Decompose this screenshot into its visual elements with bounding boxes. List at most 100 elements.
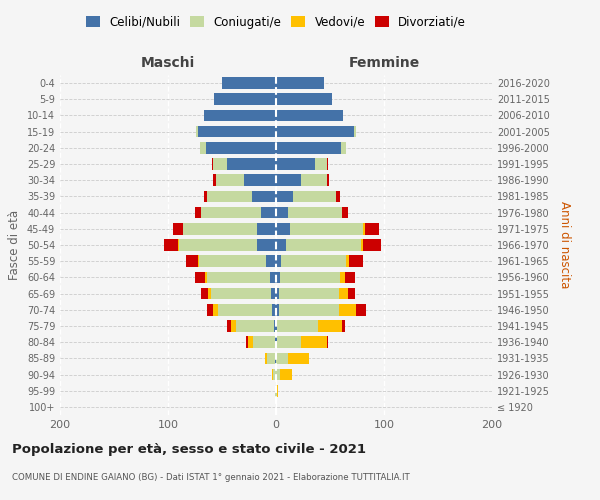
Bar bbox=[268, 352, 275, 364]
Bar bbox=[364, 239, 381, 251]
Bar bbox=[280, 368, 292, 380]
Bar bbox=[337, 190, 340, 202]
Bar bbox=[276, 78, 323, 89]
Bar bbox=[276, 239, 286, 251]
Bar bbox=[246, 336, 248, 348]
Bar bbox=[342, 320, 345, 332]
Bar bbox=[276, 304, 279, 316]
Bar bbox=[227, 320, 230, 332]
Bar bbox=[178, 239, 179, 251]
Bar bbox=[248, 336, 253, 348]
Bar bbox=[288, 352, 310, 364]
Bar bbox=[179, 239, 257, 251]
Bar bbox=[200, 142, 206, 154]
Bar bbox=[301, 336, 327, 348]
Bar bbox=[203, 110, 276, 122]
Bar bbox=[261, 207, 276, 218]
Bar bbox=[222, 78, 276, 89]
Bar bbox=[276, 352, 288, 364]
Bar bbox=[276, 110, 343, 122]
Bar bbox=[205, 272, 207, 283]
Bar bbox=[276, 174, 301, 186]
Bar bbox=[276, 385, 277, 396]
Bar bbox=[252, 190, 276, 202]
Bar bbox=[356, 304, 365, 316]
Bar bbox=[276, 336, 277, 348]
Text: Femmine: Femmine bbox=[349, 56, 419, 70]
Bar bbox=[195, 272, 205, 283]
Bar bbox=[214, 94, 276, 105]
Bar bbox=[349, 256, 364, 267]
Bar bbox=[215, 174, 244, 186]
Bar bbox=[286, 239, 361, 251]
Bar bbox=[275, 352, 276, 364]
Bar bbox=[276, 142, 341, 154]
Bar bbox=[279, 304, 338, 316]
Bar bbox=[277, 385, 278, 396]
Bar bbox=[276, 190, 293, 202]
Bar bbox=[211, 288, 271, 300]
Bar bbox=[173, 223, 183, 234]
Bar bbox=[271, 288, 276, 300]
Bar bbox=[227, 158, 276, 170]
Bar bbox=[364, 223, 365, 234]
Bar bbox=[276, 288, 279, 300]
Bar bbox=[327, 158, 328, 170]
Bar bbox=[281, 256, 346, 267]
Bar bbox=[301, 174, 327, 186]
Bar bbox=[214, 158, 227, 170]
Y-axis label: Anni di nascita: Anni di nascita bbox=[558, 202, 571, 288]
Bar bbox=[338, 304, 356, 316]
Bar bbox=[207, 272, 269, 283]
Bar bbox=[273, 368, 276, 380]
Bar bbox=[269, 272, 276, 283]
Bar bbox=[340, 272, 345, 283]
Bar bbox=[275, 385, 276, 396]
Bar bbox=[183, 223, 257, 234]
Bar bbox=[272, 304, 276, 316]
Bar bbox=[365, 223, 379, 234]
Bar bbox=[342, 207, 349, 218]
Text: COMUNE DI ENDINE GAIANO (BG) - Dati ISTAT 1° gennaio 2021 - Elaborazione TUTTITA: COMUNE DI ENDINE GAIANO (BG) - Dati ISTA… bbox=[12, 473, 410, 482]
Bar bbox=[293, 190, 337, 202]
Bar bbox=[345, 272, 355, 283]
Bar bbox=[230, 320, 236, 332]
Bar bbox=[277, 336, 301, 348]
Bar bbox=[274, 320, 276, 332]
Bar bbox=[276, 158, 315, 170]
Bar bbox=[276, 207, 288, 218]
Bar bbox=[272, 368, 273, 380]
Bar bbox=[361, 239, 364, 251]
Bar bbox=[257, 239, 276, 251]
Bar bbox=[214, 174, 215, 186]
Bar bbox=[327, 336, 328, 348]
Bar bbox=[253, 336, 275, 348]
Bar bbox=[207, 190, 252, 202]
Bar bbox=[203, 190, 207, 202]
Bar bbox=[354, 126, 356, 138]
Bar bbox=[276, 256, 281, 267]
Bar bbox=[257, 223, 276, 234]
Bar bbox=[318, 320, 342, 332]
Text: Maschi: Maschi bbox=[141, 56, 195, 70]
Bar bbox=[208, 288, 211, 300]
Bar bbox=[290, 223, 364, 234]
Bar bbox=[276, 126, 354, 138]
Bar bbox=[212, 158, 214, 170]
Bar bbox=[277, 320, 318, 332]
Bar bbox=[198, 256, 199, 267]
Bar bbox=[266, 256, 276, 267]
Bar bbox=[244, 174, 276, 186]
Bar bbox=[218, 304, 272, 316]
Bar bbox=[199, 256, 266, 267]
Text: Popolazione per età, sesso e stato civile - 2021: Popolazione per età, sesso e stato civil… bbox=[12, 442, 366, 456]
Bar bbox=[198, 126, 276, 138]
Bar bbox=[207, 304, 214, 316]
Bar bbox=[288, 207, 342, 218]
Bar bbox=[276, 94, 332, 105]
Bar bbox=[341, 142, 346, 154]
Bar bbox=[202, 288, 208, 300]
Bar bbox=[187, 256, 198, 267]
Bar bbox=[202, 207, 261, 218]
Y-axis label: Fasce di età: Fasce di età bbox=[8, 210, 21, 280]
